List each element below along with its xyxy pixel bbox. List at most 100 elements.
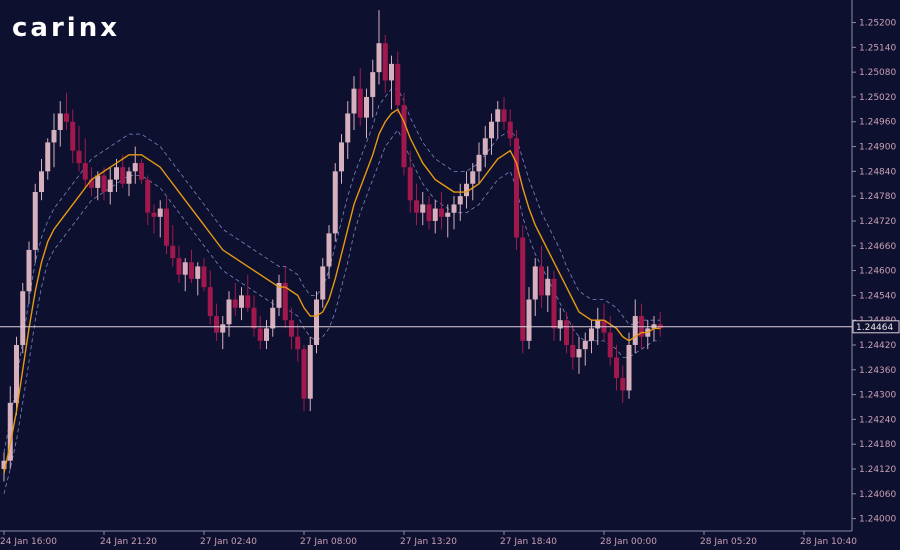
candle-body (595, 320, 601, 329)
candle (114, 158, 119, 193)
candle (207, 270, 213, 325)
candle-body (626, 344, 632, 391)
candle-body (276, 282, 282, 308)
candle (401, 92, 407, 176)
candle (226, 291, 232, 337)
candle (326, 225, 332, 279)
candle (214, 303, 219, 341)
candle (120, 154, 126, 188)
candle-body (114, 167, 119, 180)
candle (170, 225, 176, 267)
candle-body (370, 72, 376, 97)
candle-body (270, 307, 276, 329)
y-tick-label: 1.24780 (859, 192, 896, 202)
candle (20, 282, 26, 354)
candle (482, 125, 488, 168)
candle-body (257, 328, 263, 341)
candle-body (101, 175, 107, 193)
candle (357, 68, 363, 126)
candle (351, 76, 357, 131)
current-price: 1.24464 (0, 320, 900, 334)
candle (201, 258, 207, 292)
candle (195, 262, 201, 296)
candle-body (495, 109, 501, 122)
y-tick-label: 1.24060 (859, 490, 896, 500)
y-tick-label: 1.24660 (859, 242, 896, 252)
candle (382, 34, 388, 93)
y-tick-label: 1.24360 (859, 366, 896, 376)
axes (0, 0, 853, 532)
candle (501, 96, 507, 131)
candle-body (432, 208, 438, 221)
candle-body (182, 262, 188, 275)
candle (107, 167, 113, 205)
candle-body (107, 179, 113, 193)
candle-body (282, 282, 288, 321)
candle-body (151, 212, 157, 217)
candle-body (251, 307, 257, 329)
candle-body (414, 200, 419, 213)
candle-body (314, 299, 319, 345)
candle (189, 249, 194, 283)
candle-body (95, 175, 101, 188)
candle-body (120, 167, 126, 184)
candle (282, 266, 288, 329)
candle-body (70, 121, 76, 151)
current-price-label: 1.24464 (856, 323, 893, 333)
candle-body (614, 357, 619, 379)
candle (589, 320, 594, 354)
candle-body (139, 163, 144, 180)
candle-body (407, 167, 413, 201)
candle-body (376, 43, 382, 73)
candle (126, 167, 132, 197)
candle (539, 245, 544, 308)
candle (139, 158, 144, 184)
current-price-box (852, 320, 900, 334)
y-ticks: 1.24000 1.24060 1.24120 1.24180 1.24240 1.243… (852, 19, 896, 525)
candle (82, 138, 88, 188)
candle-body (526, 299, 532, 341)
candle-body (82, 163, 88, 180)
y-tick-label: 1.24540 (859, 291, 896, 301)
candle (439, 192, 444, 230)
candle-body (1, 460, 7, 469)
candle (451, 196, 457, 230)
candle (301, 344, 307, 412)
candle (420, 192, 426, 226)
candle (295, 324, 301, 362)
y-tick-label: 1.24420 (859, 341, 896, 351)
moving-average (3, 108, 661, 474)
lower-band-line (3, 129, 661, 494)
candle-body (332, 171, 338, 234)
candle (551, 270, 557, 341)
y-tick-label: 1.24000 (859, 515, 896, 525)
candle-body (476, 154, 482, 172)
candle (145, 175, 151, 226)
candle (414, 183, 419, 226)
candle (45, 138, 51, 180)
candle (220, 316, 226, 350)
x-ticks: 24 Jan 16:00 24 Jan 21:20 27 Jan 02:40 27 J… (0, 531, 857, 547)
candle-body (264, 328, 269, 341)
candle-body (39, 171, 44, 193)
candle (426, 196, 432, 230)
x-tick-label: 24 Jan 16:00 (0, 537, 57, 547)
candle (614, 344, 619, 391)
candle-body (620, 378, 626, 391)
x-tick-label: 27 Jan 08:00 (300, 537, 357, 547)
y-tick-label: 1.24840 (859, 167, 896, 177)
candle-body (145, 179, 151, 213)
candle-body (551, 278, 557, 329)
candle-body (164, 208, 169, 246)
candle (457, 183, 463, 221)
candle (307, 336, 313, 412)
brand-logo: carinx (12, 13, 120, 43)
candle (332, 163, 338, 242)
candle-body (557, 320, 563, 329)
y-tick-label: 1.25020 (859, 93, 896, 103)
candle (51, 113, 57, 168)
candle (626, 332, 632, 399)
candle (7, 386, 13, 469)
candle (132, 146, 138, 184)
